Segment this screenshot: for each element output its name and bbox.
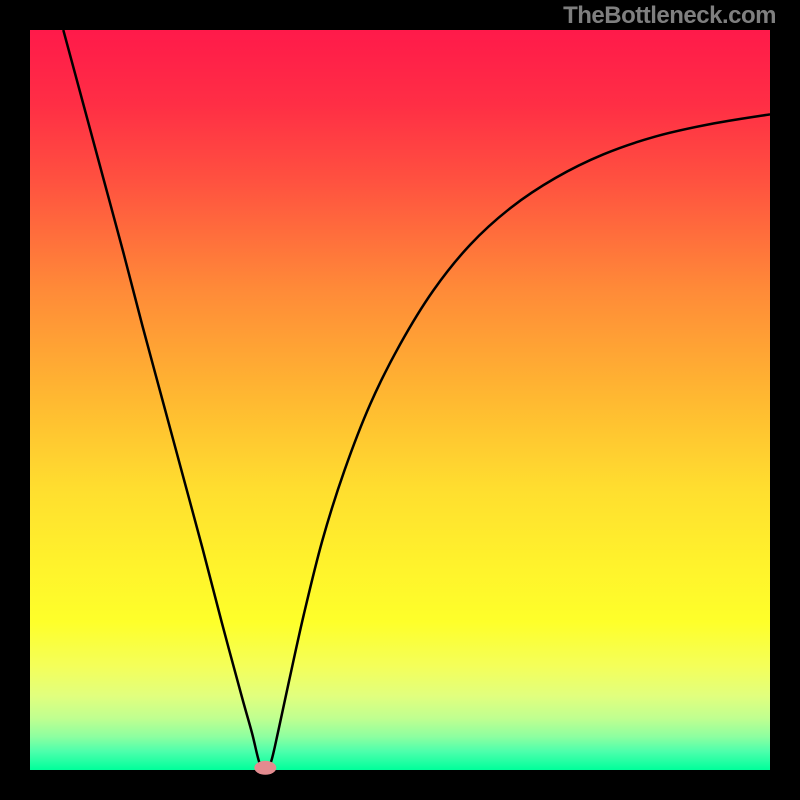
watermark-text: TheBottleneck.com [563, 2, 776, 30]
chart-background-gradient [30, 30, 770, 770]
chart-canvas: TheBottleneck.com [0, 0, 800, 800]
optimum-marker [254, 761, 276, 775]
bottleneck-chart-svg [0, 0, 800, 800]
